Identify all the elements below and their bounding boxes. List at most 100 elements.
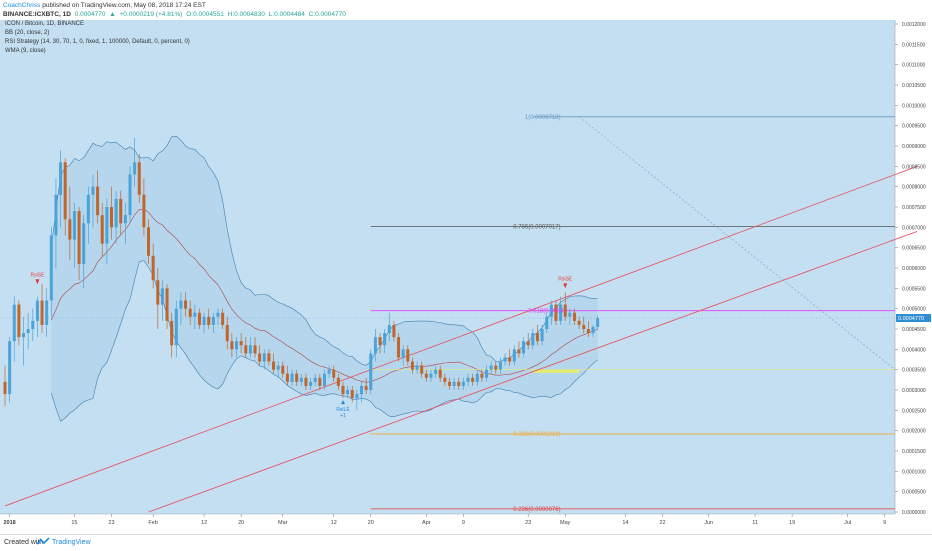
- candle-body: [438, 369, 442, 378]
- candle-body: [207, 316, 211, 325]
- change-value: +0.0000219 (+4.81%): [119, 11, 183, 18]
- time-tick-label: 19: [789, 520, 795, 526]
- low-value: L:0.0004484: [268, 11, 305, 18]
- candle-body: [147, 227, 151, 256]
- candle-body: [322, 373, 326, 386]
- candle-body: [517, 349, 521, 354]
- candle-body: [429, 373, 433, 378]
- candle-body: [392, 324, 396, 338]
- price-chart[interactable]: RsiLE+1 RsiSE RsiSE 1(0.0009718) 0.786(0.0…: [0, 20, 932, 534]
- tradingview-logo-icon: [36, 537, 50, 545]
- symbol-label: BINANCE:ICXBTC, 1D: [3, 11, 71, 18]
- candle-body: [96, 186, 100, 216]
- candle-body: [332, 369, 336, 378]
- candle-body: [202, 316, 206, 325]
- fib-label-1: 1(0.0009718): [525, 115, 561, 121]
- time-tick-label: 11: [752, 520, 758, 526]
- candle-body: [387, 324, 391, 334]
- current-price-label: 0.0004770: [898, 316, 924, 322]
- time-tick-label: 9: [462, 520, 465, 526]
- current-price-box: [896, 314, 931, 323]
- candle-body: [230, 341, 234, 350]
- time-tick-label: Jul: [844, 520, 851, 526]
- candle-body: [45, 300, 49, 325]
- indicator-wma[interactable]: WMA (9, close): [5, 48, 46, 54]
- candle-body: [554, 304, 558, 321]
- author-link[interactable]: CoachChriss: [3, 2, 41, 9]
- candle-body: [452, 381, 456, 386]
- candle-body: [174, 308, 178, 346]
- time-tick-label: Feb: [148, 520, 157, 526]
- candle-body: [109, 207, 113, 228]
- time-tick-label: 20: [368, 520, 374, 526]
- price-tick-label: 0.0000500: [902, 490, 926, 496]
- rsile-arrow-icon: [340, 400, 345, 405]
- candle-body: [133, 162, 137, 175]
- candle-body: [489, 365, 493, 370]
- candle-body: [59, 162, 63, 195]
- candle-body: [248, 345, 252, 354]
- price-tick-label: 0.0009000: [902, 144, 926, 150]
- close-value: C:0.0004770: [308, 11, 346, 18]
- candle-body: [420, 365, 424, 374]
- price-tick-label: 0.0000000: [902, 510, 926, 516]
- candle-body: [262, 353, 266, 362]
- candle-body: [193, 312, 197, 317]
- candle-body: [475, 373, 479, 382]
- candle-body: [276, 365, 280, 370]
- candle-body: [86, 194, 90, 224]
- candle-body: [54, 194, 58, 236]
- candle-body: [309, 381, 313, 386]
- candle-body: [364, 385, 368, 390]
- rsise-label: RsiSE: [558, 276, 573, 282]
- candle-body: [410, 361, 414, 370]
- price-axis[interactable]: 0.0012000 0.0011500 0.0011000 0.0010500 0.00…: [895, 22, 926, 516]
- price-tick-label: 0.0008000: [902, 185, 926, 191]
- indicator-rsi[interactable]: RSI Strategy (14, 30, 70, 1, 0, fixed, 1…: [5, 39, 190, 45]
- candle-body: [498, 361, 502, 370]
- time-tick-label: 20: [238, 520, 244, 526]
- indicator-bb[interactable]: BB (20, close, 2): [5, 30, 50, 36]
- candle-body: [26, 329, 30, 334]
- candle-body: [466, 377, 470, 382]
- time-axis-background: [0, 514, 895, 534]
- candle-body: [508, 357, 512, 362]
- candle-body: [434, 369, 438, 374]
- time-tick-label: 14: [622, 520, 628, 526]
- candle-body: [341, 385, 345, 395]
- rsile-label: RsiLE: [336, 407, 350, 413]
- candle-body: [8, 341, 12, 395]
- chart-area[interactable]: RsiLE +1 RsiSE RsiSE 1(0.0009718) 0.786(0.0…: [0, 20, 932, 534]
- candle-body: [582, 324, 586, 329]
- candle-body: [531, 333, 535, 346]
- fib-label-236: 0.236(0.0000076): [513, 507, 560, 513]
- candle-body: [72, 211, 76, 240]
- candle-body: [142, 194, 146, 228]
- candle-body: [415, 365, 419, 370]
- candle-body: [253, 345, 257, 354]
- price-tick-label: 0.0006000: [902, 266, 926, 272]
- candle-body: [577, 320, 581, 325]
- candle-body: [540, 329, 544, 342]
- candle-body: [184, 300, 188, 309]
- candle-body: [197, 312, 201, 325]
- price-tick-label: 0.0011500: [902, 42, 925, 48]
- channel-line: [148, 230, 918, 513]
- price-tick-label: 0.0004000: [902, 347, 926, 353]
- created-with-label: Created with: [4, 539, 44, 546]
- candle-body: [336, 377, 340, 386]
- candle-body: [160, 288, 164, 305]
- price-tick-label: 0.0003500: [902, 368, 926, 374]
- time-axis[interactable]: 2018 15 23 Feb 12 20 Mar 12 20 Apr 9 23 May 14 22 Jun 11…: [4, 514, 887, 526]
- candle-body: [503, 357, 507, 362]
- candle-body: [461, 381, 465, 386]
- time-tick-label: 12: [201, 520, 207, 526]
- candle-body: [22, 333, 26, 338]
- fib-label-618: 0.618(0.0004: [528, 309, 564, 315]
- price-value: 0.0004770: [74, 11, 106, 18]
- price-tick-label: 0.0008500: [902, 164, 926, 170]
- candle-body: [549, 304, 553, 317]
- candle-body: [35, 300, 39, 321]
- candle-body: [572, 312, 576, 321]
- tradingview-brand[interactable]: TradingView: [52, 539, 91, 546]
